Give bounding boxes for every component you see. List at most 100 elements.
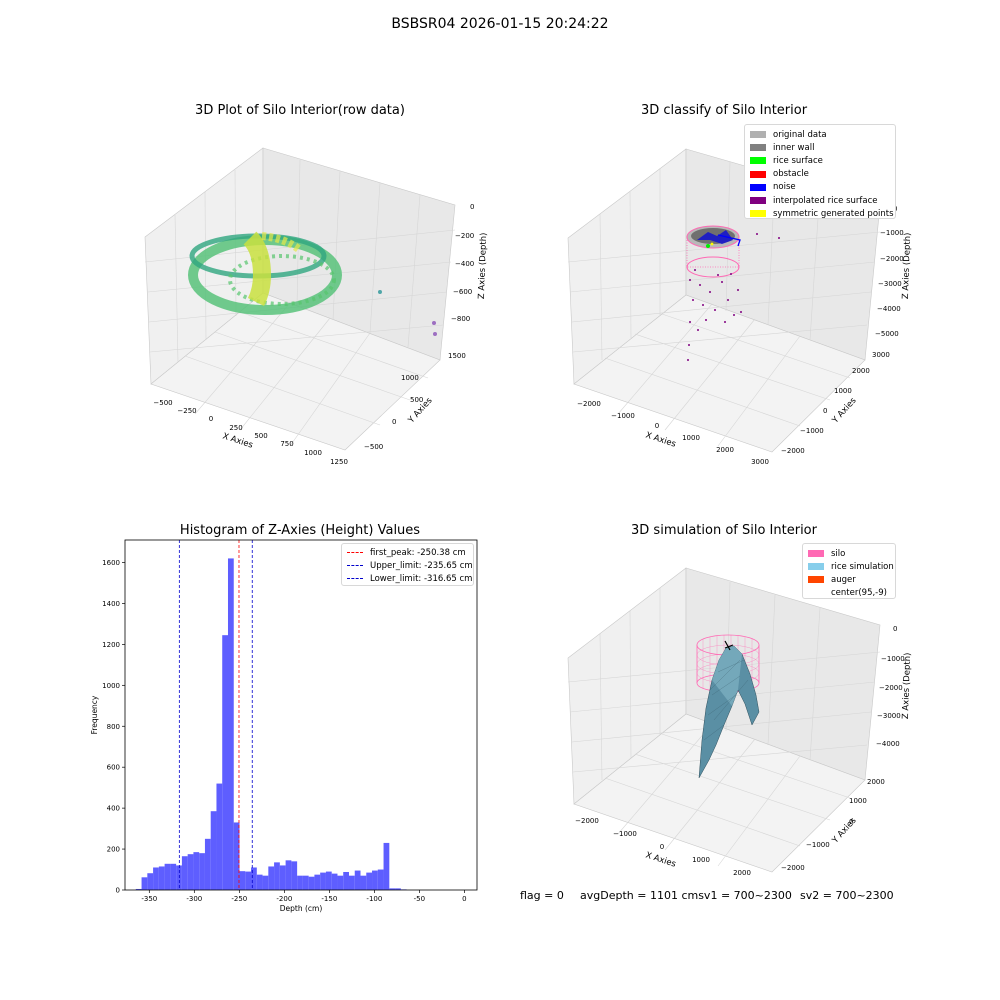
histogram-bar (210, 811, 217, 890)
panel2-ztick: −3000 (878, 280, 902, 288)
panel1-xtick: 1000 (304, 449, 322, 457)
histogram-bar (383, 842, 390, 890)
histogram-bar (343, 871, 349, 890)
panel1-ztick: −800 (451, 315, 470, 323)
panel2-ztick: −2000 (880, 255, 904, 263)
panel4-title: 3D simulation of Silo Interior (631, 523, 817, 538)
avg-depth-text: avgDepth = 1101 cmsv1 = 700~2300 (580, 889, 792, 902)
legend-label: noise (773, 182, 796, 193)
histogram-xlabel: Depth (cm) (280, 904, 323, 913)
histogram-bar (348, 875, 355, 890)
panel1-tick-labels: −500 −250 0 250 500 750 1000 1250 −500 0… (153, 203, 474, 466)
histogram-bar (297, 875, 303, 890)
panel2-xtick: 0 (655, 422, 659, 430)
panel2-ytick: 2000 (852, 367, 870, 375)
histogram-bar (158, 866, 165, 890)
histogram-bar (366, 872, 373, 890)
histogram-bar (395, 888, 401, 890)
histogram-bar (274, 862, 280, 890)
legend-item: obstacle (750, 168, 890, 181)
legend-swatch (750, 131, 766, 139)
panel1-ztick: −600 (453, 288, 472, 296)
legend-item: Upper_limit: -235.65 cm (347, 559, 473, 572)
histogram-ticks: -350 -300 -250 -200 -150 -100 -50 0 0 200 400 600 80… (102, 559, 466, 903)
histogram-bar (308, 876, 315, 890)
histogram-bar (331, 873, 338, 890)
legend-item: Lower_limit: -316.65 cm (347, 572, 472, 585)
legend-label: obstacle (773, 169, 809, 180)
legend-swatch (808, 550, 824, 558)
histogram-bar (233, 822, 240, 890)
panel4-xtick: −1000 (613, 830, 637, 838)
histogram-bar (268, 866, 275, 890)
panel2-legend: original data inner wall rice surface ob… (744, 124, 896, 219)
panel4-xtick: 0 (660, 843, 664, 851)
histogram-xtick-label: -50 (414, 895, 425, 903)
histogram-bar (372, 870, 378, 890)
panel4-xtick: 2000 (733, 869, 751, 877)
panel3-legend: first_peak: -250.38 cm Upper_limit: -235… (341, 543, 474, 586)
legend-swatch (808, 590, 824, 597)
panel4-ztick: −4000 (876, 740, 900, 748)
legend-swatch (808, 576, 824, 584)
legend-item: auger (808, 573, 890, 586)
legend-label: auger (831, 574, 856, 585)
histogram-ytick-label: 800 (107, 723, 120, 731)
histogram-bar (216, 783, 223, 890)
histogram-bar (389, 888, 396, 890)
panel4-rice-surface (698, 645, 760, 779)
legend-item: inner wall (750, 141, 890, 154)
histogram-bar (256, 874, 263, 890)
histogram-xtick-label: -100 (366, 895, 382, 903)
panel1-xtick: 750 (280, 440, 293, 448)
panel4-ytick: −2000 (781, 864, 805, 872)
histogram-bar (147, 873, 154, 890)
legend-item: rice simulation (808, 560, 894, 573)
panel1-floor-pane (150, 292, 441, 451)
histogram-bar (245, 871, 252, 890)
histogram-bar (164, 863, 171, 890)
histogram-ytick-label: 1400 (102, 600, 120, 608)
histogram-ylabel: Frequency (90, 695, 99, 734)
legend-label: inner wall (773, 142, 815, 153)
histogram-bar (360, 875, 367, 890)
legend-item: original data (750, 128, 890, 141)
legend-line-swatch (347, 552, 363, 554)
panel4-ylabel: Y Axies (830, 815, 859, 846)
panel2-ytick: 1000 (834, 387, 852, 395)
histogram-bar (239, 871, 246, 890)
panel2-xtick: 3000 (751, 458, 769, 466)
panel1-xtick: −250 (177, 407, 196, 415)
histogram-vlines (178, 540, 253, 890)
histogram-bar (170, 863, 177, 890)
histogram-xtick-label: -250 (231, 895, 247, 903)
panel1-ytick: 1500 (448, 352, 466, 360)
legend-item: rice surface (750, 154, 890, 167)
panel4-ztick: 0 (893, 625, 897, 633)
legend-swatch (750, 144, 766, 152)
histogram-ytick-label: 0 (116, 887, 120, 895)
histogram-bar (227, 558, 234, 890)
legend-line-swatch (347, 578, 363, 580)
legend-swatch (750, 157, 766, 165)
panel2-xtick: −2000 (577, 400, 601, 408)
panel2-zlabel: Z Axies (Depth) (901, 232, 913, 299)
panel2-floor-pane (573, 294, 866, 453)
panel2-xtick: −1000 (611, 412, 635, 420)
sv2-text: sv2 = 700~2300 (800, 889, 894, 902)
histogram-bar (251, 867, 257, 890)
panel2-ztick: −4000 (877, 305, 901, 313)
legend-label: center(95,-9) (831, 588, 887, 599)
histogram-bar (135, 888, 142, 890)
legend-item: noise (750, 181, 890, 194)
legend-item: first_peak: -250.38 cm (347, 546, 468, 559)
panel4-ztick: −3000 (877, 712, 901, 720)
panel2-xtick: 2000 (716, 446, 734, 454)
histogram-ytick-label: 200 (107, 846, 120, 854)
panel1-ytick: 1000 (401, 374, 419, 382)
histogram-bar (337, 875, 344, 890)
histogram-bar (302, 875, 309, 890)
legend-label: interpolated rice surface (773, 195, 878, 206)
legend-swatch (750, 197, 766, 205)
